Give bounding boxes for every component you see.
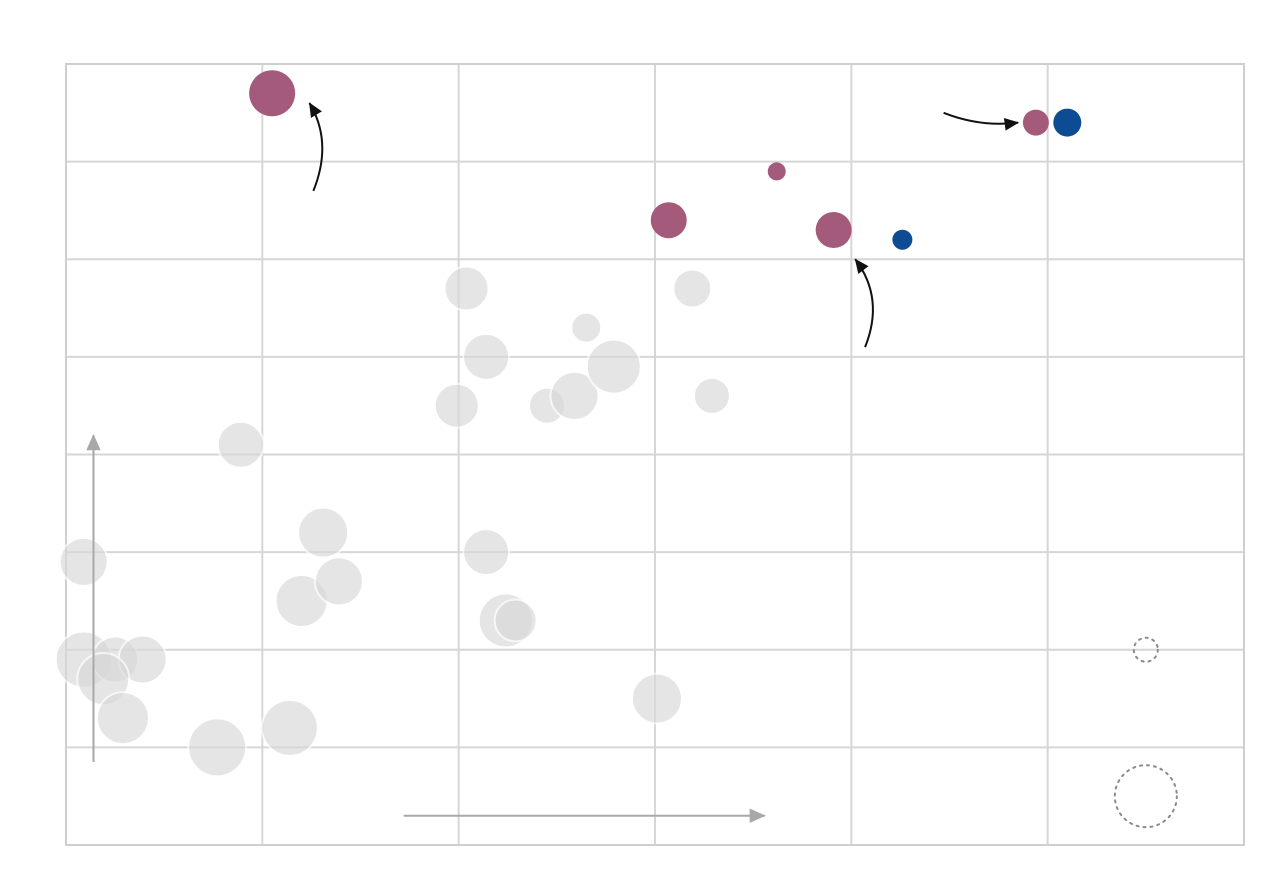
highlight-pink-bubble (1022, 109, 1049, 136)
highlight-blue-bubble (892, 229, 913, 250)
background-bubble (692, 376, 731, 415)
size-legend-large-circle (1113, 764, 1178, 829)
highlight-pink-bubble (650, 202, 687, 239)
annotation-arrow-3 (943, 111, 1020, 131)
size-legend-small-circle (1132, 636, 1159, 663)
highlight-pink-bubble (249, 70, 296, 117)
background-bubble (187, 717, 248, 778)
background-bubble (313, 556, 364, 607)
annotation-arrow-1 (308, 102, 324, 192)
plot-frame (65, 63, 1245, 846)
background-bubble (297, 506, 350, 559)
background-bubble (95, 691, 150, 746)
highlight-pink-bubble (815, 211, 852, 248)
annotation-layer (86, 102, 1020, 823)
background-bubble (216, 420, 265, 469)
annotation-arrow-2 (854, 258, 874, 348)
background-bubble (672, 268, 713, 309)
background-bubble (58, 536, 109, 587)
background-bubble (462, 332, 511, 381)
background-bubble (462, 528, 511, 577)
background-bubble (260, 698, 319, 757)
background-bubble (585, 338, 642, 395)
background-bubble (570, 311, 603, 344)
highlight-blue-bubble (1053, 108, 1082, 137)
background-bubble (630, 672, 683, 725)
background-bubble (549, 370, 600, 421)
size-legend (1113, 636, 1178, 829)
background-bubble (493, 598, 538, 643)
background-bubble (443, 265, 490, 312)
series-layer (54, 70, 1082, 778)
plot-border (65, 63, 1245, 846)
highlight-pink-bubble (767, 162, 786, 181)
background-bubble (433, 382, 480, 429)
